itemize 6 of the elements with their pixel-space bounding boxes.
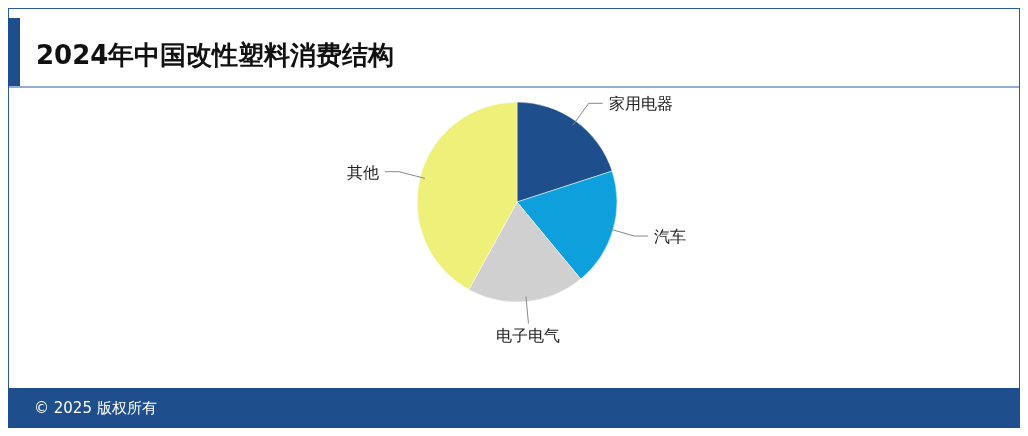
slice-label: 其他 bbox=[346, 162, 379, 182]
slice-label: 汽车 bbox=[654, 227, 687, 247]
chart-title: 2024年中国改性塑料消费结构 bbox=[36, 40, 395, 70]
slice-label: 家用电器 bbox=[608, 94, 673, 114]
slice-label: 电子电气 bbox=[496, 326, 561, 346]
text: © 2025 版权所有 bbox=[34, 399, 157, 417]
